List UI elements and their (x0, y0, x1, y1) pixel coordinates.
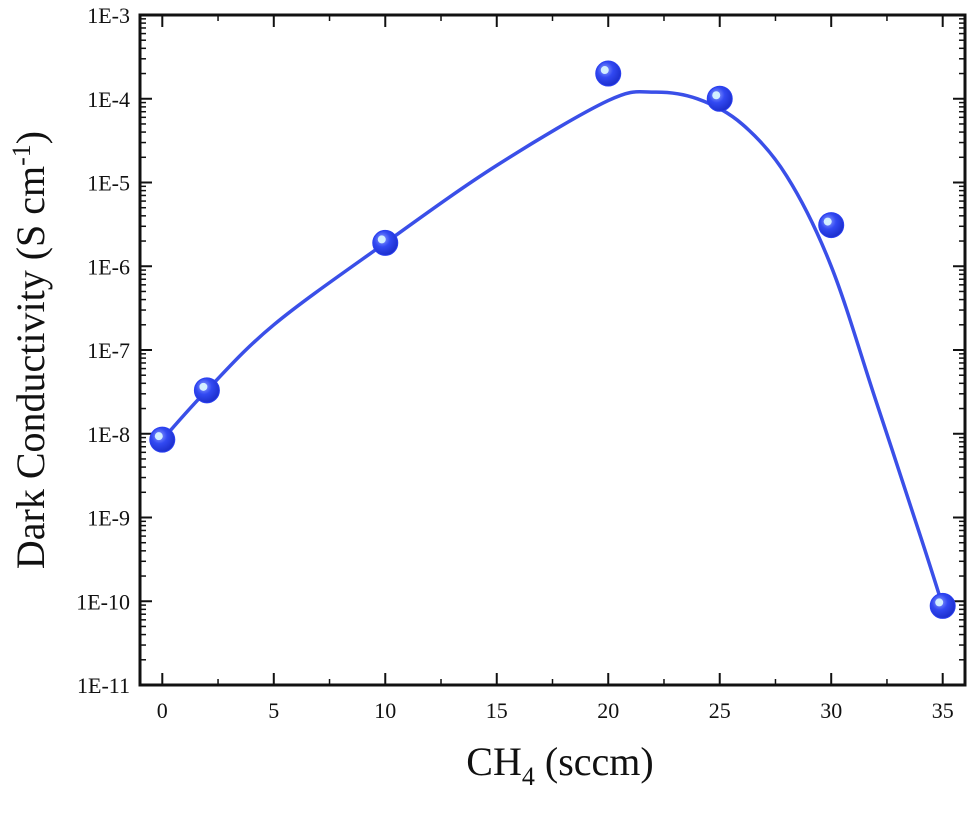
data-point (372, 229, 399, 256)
y-axis-title: Dark Conductivity (S cm-1) (7, 131, 53, 569)
y-axis-ticks: 1E-11 1E-10 1E-9 1E-8 1E-7 1E-6 1E-5 1E-4 1E-3 (76, 3, 965, 698)
y-tick-label: 1E-4 (87, 87, 130, 112)
x-tick-label: 5 (268, 698, 279, 723)
data-point (706, 85, 733, 112)
data-point (193, 377, 220, 404)
y-tick-label: 1E-5 (87, 171, 130, 196)
x-tick-label: 10 (374, 698, 396, 723)
y-tick-label: 1E-9 (87, 506, 130, 531)
x-tick-label: 25 (709, 698, 731, 723)
data-points-layer (149, 60, 956, 619)
data-point (929, 592, 956, 619)
x-tick-label: 35 (932, 698, 954, 723)
x-axis-title: CH4 (sccm) (466, 739, 653, 791)
data-point (595, 60, 622, 87)
y-tick-label: 1E-6 (87, 254, 130, 279)
x-tick-label: 15 (486, 698, 508, 723)
x-axis-ticks: 0 5 10 15 20 25 30 35 (157, 15, 954, 723)
x-tick-label: 0 (157, 698, 168, 723)
y-tick-label: 1E-3 (87, 3, 130, 28)
y-tick-label: 1E-8 (87, 422, 130, 447)
plot-frame (138, 13, 967, 687)
x-tick-label: 30 (820, 698, 842, 723)
data-point (149, 426, 176, 453)
y-tick-label: 1E-7 (87, 338, 130, 363)
y-tick-label: 1E-10 (76, 589, 130, 614)
y-tick-label: 1E-11 (77, 673, 130, 698)
fit-curve-line (160, 89, 945, 607)
x-tick-label: 20 (597, 698, 619, 723)
data-point (818, 212, 845, 239)
fit-curve-layer (160, 89, 945, 607)
